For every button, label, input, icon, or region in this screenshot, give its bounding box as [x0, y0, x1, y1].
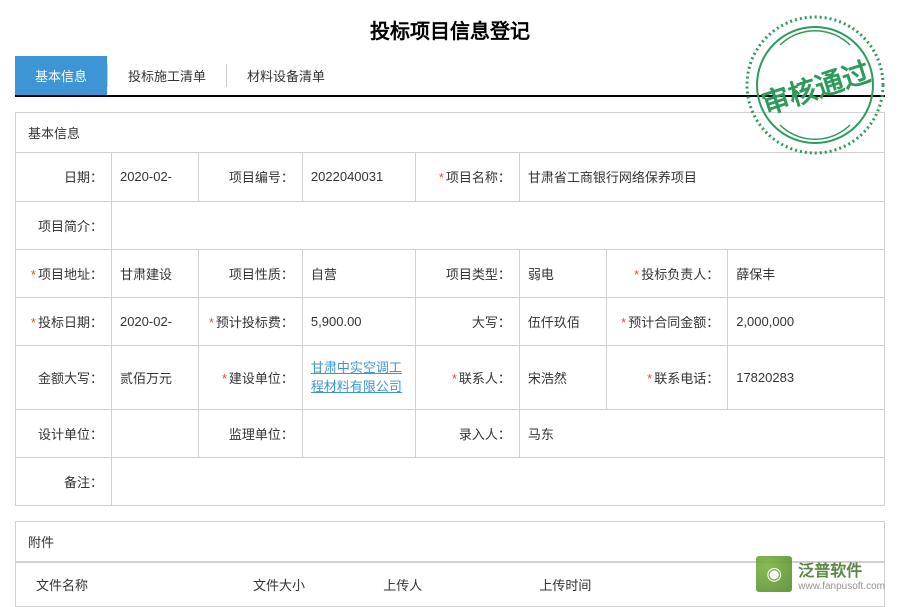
project-nature-label: 项目性质： — [198, 249, 302, 297]
project-addr-label: *项目地址： — [16, 249, 111, 297]
bid-date-label: *投标日期： — [16, 297, 111, 345]
project-name-label: *项目名称： — [415, 153, 519, 201]
project-brief-label: 项目简介： — [16, 201, 111, 249]
attachment-section: 附件 文件名称 文件大小 上传人 上传时间 — [15, 521, 885, 607]
entry-person-value: 马东 — [519, 409, 884, 457]
watermark-main: 泛普软件 — [798, 557, 885, 581]
build-unit-label: *建设单位： — [198, 345, 302, 409]
watermark-sub: www.fanpusoft.com — [798, 581, 885, 592]
est-contract-label: *预计合同金额： — [606, 297, 728, 345]
bid-leader-label: *投标负责人： — [606, 249, 728, 297]
date-label: 日期： — [16, 153, 111, 201]
col-filesize: 文件大小 — [233, 575, 363, 594]
project-no-label: 项目编号： — [198, 153, 302, 201]
col-filename: 文件名称 — [16, 575, 233, 594]
col-uploadtime: 上传时间 — [519, 575, 736, 594]
page-title: 投标项目信息登记 — [0, 0, 900, 56]
watermark-logo-icon — [756, 556, 792, 592]
tab-material-list[interactable]: 材料设备清单 — [227, 56, 345, 95]
watermark: 泛普软件 www.fanpusoft.com — [756, 556, 885, 592]
basic-info-section: 基本信息 日期： 2020-02- 项目编号： 2022040031 *项目名称… — [15, 112, 885, 506]
est-bid-fee-label: *预计投标费： — [198, 297, 302, 345]
est-contract-value: 2,000,000 — [728, 297, 884, 345]
amount-cn-value: 贰佰万元 — [111, 345, 198, 409]
project-no-value: 2022040031 — [302, 153, 415, 201]
design-unit-value — [111, 409, 198, 457]
bid-date-value: 2020-02- — [111, 297, 198, 345]
col-uploader: 上传人 — [363, 575, 519, 594]
tab-basic-info[interactable]: 基本信息 — [15, 56, 107, 95]
bid-leader-value: 薛保丰 — [728, 249, 884, 297]
cn-amount-value: 伍仟玖佰 — [519, 297, 606, 345]
est-bid-fee-value: 5,900.00 — [302, 297, 415, 345]
amount-cn-label: 金额大写： — [16, 345, 111, 409]
cn-amount-label: 大写： — [415, 297, 519, 345]
remark-label: 备注： — [16, 457, 111, 505]
tab-construction-list[interactable]: 投标施工清单 — [108, 56, 226, 95]
phone-value: 17820283 — [728, 345, 884, 409]
form-table: 日期： 2020-02- 项目编号： 2022040031 *项目名称： 甘肃省… — [16, 153, 884, 505]
project-addr-value: 甘肃建设 — [111, 249, 198, 297]
remark-value — [111, 457, 884, 505]
build-unit-value[interactable]: 甘肃中实空调工程材料有限公司 — [302, 345, 415, 409]
section-title: 基本信息 — [16, 113, 884, 153]
project-name-value: 甘肃省工商银行网络保养项目 — [519, 153, 884, 201]
tabs-bar: 基本信息 投标施工清单 材料设备清单 — [15, 56, 885, 97]
project-type-value: 弱电 — [519, 249, 606, 297]
supervise-unit-label: 监理单位： — [198, 409, 302, 457]
date-value: 2020-02- — [111, 153, 198, 201]
entry-person-label: 录入人： — [415, 409, 519, 457]
project-nature-value: 自营 — [302, 249, 415, 297]
supervise-unit-value — [302, 409, 415, 457]
phone-label: *联系电话： — [606, 345, 728, 409]
attachment-header: 文件名称 文件大小 上传人 上传时间 — [16, 562, 884, 606]
project-brief-value — [111, 201, 884, 249]
contact-label: *联系人： — [415, 345, 519, 409]
content-area: 基本信息 日期： 2020-02- 项目编号： 2022040031 *项目名称… — [15, 112, 885, 607]
contact-value: 宋浩然 — [519, 345, 606, 409]
design-unit-label: 设计单位： — [16, 409, 111, 457]
project-type-label: 项目类型： — [415, 249, 519, 297]
attachment-title: 附件 — [16, 522, 884, 562]
